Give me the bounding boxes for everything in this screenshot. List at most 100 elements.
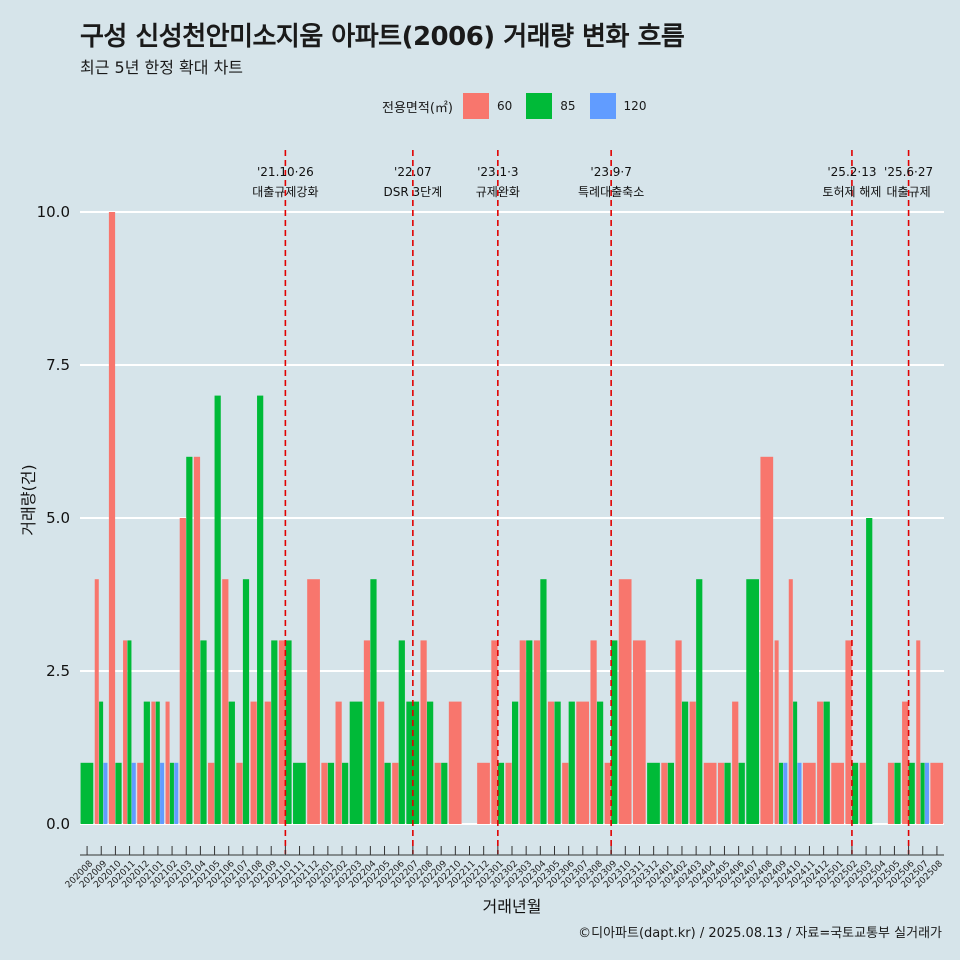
- bar-202304-60: [533, 640, 541, 824]
- bar-202503-60: [859, 762, 866, 824]
- y-tick-label: 7.5: [46, 356, 70, 374]
- bar-202402-60: [675, 640, 682, 824]
- bar-202505-85: [894, 762, 901, 824]
- event-date: '25.2·13: [827, 165, 876, 179]
- legend-item-120: 120: [589, 93, 655, 119]
- bar-202406-85: [738, 762, 745, 824]
- bar-202210-60: [448, 701, 462, 824]
- bar-202305-85: [554, 701, 561, 824]
- bar-202506-85: [908, 762, 915, 824]
- y-tick-label: 2.5: [46, 662, 70, 680]
- bar-202102-120: [174, 762, 179, 824]
- bar-202404-60: [703, 762, 717, 824]
- bar-202202-60: [335, 701, 342, 824]
- bar-202505-60: [887, 762, 895, 824]
- bar-202410-85: [793, 701, 798, 824]
- bar-202012-85: [143, 701, 150, 824]
- legend-label-60: 60: [496, 99, 513, 113]
- event-markers: '21.10·26 대출규제강화 '22.07 DSR 3단계 '23.1·3 규제완화 '…: [252, 150, 933, 854]
- bar-202107-85: [242, 579, 250, 824]
- bar-202011-85: [127, 640, 132, 824]
- bar-202009-85: [99, 701, 104, 824]
- bar-202406-60: [732, 701, 739, 824]
- bar-202208-60: [420, 640, 427, 824]
- bar-202104-60: [193, 456, 201, 824]
- bar-202312-85: [647, 762, 660, 824]
- bar-202009-120: [103, 762, 108, 824]
- bar-202409-85: [778, 762, 783, 824]
- bar-202201-85: [327, 762, 335, 824]
- bar-202501-60: [831, 762, 844, 824]
- bar-202405-60: [717, 762, 725, 824]
- bar-202306-85: [568, 701, 575, 824]
- bar-202403-60: [689, 701, 696, 824]
- bar-202502-85: [851, 762, 859, 824]
- bar-202101-85: [155, 701, 160, 824]
- bar-202412-85: [823, 701, 830, 824]
- bar-202103-60: [179, 518, 186, 824]
- bar-202307-60: [576, 701, 590, 824]
- bar-202502-60: [845, 640, 852, 824]
- bar-202108-60: [250, 701, 257, 824]
- bar-202110-85: [285, 640, 292, 824]
- bar-202011-60: [123, 640, 128, 824]
- bar-202204-60: [363, 640, 371, 824]
- bar-202305-60: [547, 701, 555, 824]
- bar-202206-60: [392, 762, 399, 824]
- bar-202209-85: [441, 762, 448, 824]
- bar-202302-60: [505, 762, 512, 824]
- legend-swatch-85: [526, 93, 553, 119]
- bar-202410-60: [788, 579, 793, 824]
- x-axis-title: 거래년월: [483, 897, 542, 916]
- bar-202109-85: [271, 640, 278, 824]
- bar-202309-85: [611, 640, 618, 824]
- bar-202101-120: [160, 762, 165, 824]
- event-label: 규제완화: [476, 185, 520, 199]
- bar-202106-85: [228, 701, 235, 824]
- bar-202403-85: [696, 579, 703, 824]
- legend-item-85: 85: [526, 93, 583, 119]
- event-date: '23.9·7: [590, 165, 631, 179]
- legend-title: 전용면적(㎡): [382, 100, 453, 116]
- legend-swatch-120: [589, 93, 616, 119]
- bar-202304-85: [540, 579, 547, 824]
- bar-202303-85: [526, 640, 533, 824]
- bar-202409-120: [783, 762, 788, 824]
- bar-202205-60: [378, 701, 385, 824]
- bar-202306-60: [562, 762, 569, 824]
- bar-202508-60: [930, 762, 944, 824]
- legend: 전용면적(㎡) 60 85 120: [382, 93, 660, 119]
- bar-202010-60: [108, 212, 116, 824]
- bar-202111-85: [293, 762, 306, 824]
- bar-202103-85: [186, 456, 193, 824]
- bar-202311-60: [632, 640, 646, 824]
- bar-202109-60: [264, 701, 271, 824]
- event-date: '23.1·3: [477, 165, 518, 179]
- bar-202012-60: [137, 762, 144, 824]
- bar-202301-60: [491, 640, 498, 824]
- bar-202112-60: [307, 579, 320, 824]
- bar-202309-60: [604, 762, 611, 824]
- bar-202506-60: [902, 701, 909, 824]
- event-label: DSR 3단계: [383, 185, 442, 199]
- y-tick-label: 5.0: [46, 509, 70, 527]
- bar-202209-60: [434, 762, 441, 824]
- bar-202310-60: [618, 579, 632, 824]
- legend-label-120: 120: [623, 99, 647, 113]
- y-axis-title: 거래량(건): [19, 464, 38, 535]
- bar-202107-60: [236, 762, 243, 824]
- event-label: 토허제 해제: [822, 185, 881, 199]
- bar-202106-60: [222, 579, 229, 824]
- bar-202401-60: [661, 762, 668, 824]
- event-date: '25.6·27: [884, 165, 933, 179]
- bar-202409-60: [774, 640, 779, 824]
- legend-item-60: 60: [462, 93, 520, 119]
- legend-swatch-60: [462, 93, 489, 119]
- bar-202102-60: [165, 701, 170, 824]
- bar-202507-60: [916, 640, 921, 824]
- event-date: '21.10·26: [257, 165, 314, 179]
- bar-202303-60: [519, 640, 526, 824]
- bar-202203-85: [349, 701, 363, 824]
